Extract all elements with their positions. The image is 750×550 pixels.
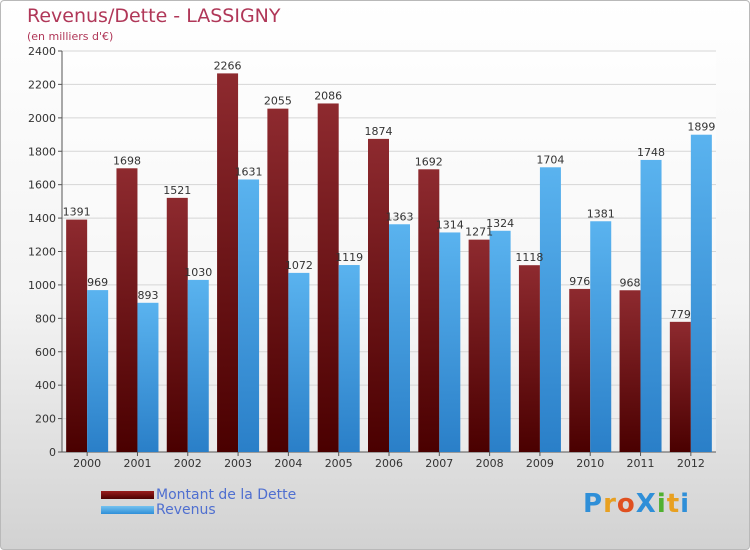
data-label-revenus: 1072 [285, 259, 313, 272]
x-tick-label: 2006 [375, 457, 403, 470]
bar-dette [569, 288, 591, 452]
legend-item-debt: Montant de la Dette [101, 486, 297, 503]
x-tick-label: 2009 [526, 457, 554, 470]
bar-dette [518, 265, 540, 452]
data-label-dette: 1271 [465, 226, 493, 239]
x-tick-label: 2000 [73, 457, 101, 470]
data-label-dette: 1521 [163, 184, 191, 197]
logo-letter: i [680, 489, 691, 519]
y-tick-label: 1000 [28, 279, 56, 292]
legend-swatch-revenus [101, 505, 154, 514]
y-tick-label: 600 [35, 346, 56, 359]
x-tick-label: 2004 [274, 457, 302, 470]
data-label-revenus: 1748 [637, 146, 665, 159]
bar-dette [368, 138, 389, 452]
x-tick-label: 2005 [325, 457, 353, 470]
legend-swatch-debt [101, 490, 154, 499]
data-label-revenus: 1704 [536, 153, 564, 166]
bar-revenus [288, 272, 310, 452]
bar-revenus [187, 279, 209, 452]
data-label-revenus: 1030 [184, 266, 212, 279]
bar-dette [669, 321, 691, 452]
x-tick-label: 2001 [123, 457, 151, 470]
logo-letter: o [616, 489, 636, 519]
data-label-dette: 1692 [415, 155, 443, 168]
bar-dette [166, 197, 188, 452]
data-label-dette: 779 [670, 308, 691, 321]
data-label-revenus: 893 [137, 289, 158, 302]
y-tick-label: 2000 [28, 112, 56, 125]
bar-revenus [439, 232, 461, 452]
bar-revenus [539, 167, 561, 453]
x-tick-label: 2010 [576, 457, 604, 470]
data-label-dette: 968 [620, 276, 641, 289]
data-label-revenus: 1899 [687, 121, 715, 134]
y-tick-label: 200 [35, 413, 56, 426]
bar-dette [66, 219, 88, 452]
x-tick-label: 2008 [476, 457, 504, 470]
logo-letter: r [603, 489, 617, 519]
bar-revenus [640, 159, 662, 452]
chart-title: Revenus/Dette - LASSIGNY [27, 5, 281, 27]
data-label-dette: 1118 [515, 251, 543, 264]
bar-dette [116, 168, 138, 453]
y-tick-label: 1800 [28, 145, 56, 158]
bar-revenus [137, 302, 159, 452]
data-label-revenus: 1631 [235, 165, 263, 178]
data-label-revenus: 1314 [436, 218, 464, 231]
bar-revenus [238, 179, 260, 453]
bar-revenus [690, 134, 712, 453]
bar-dette [217, 73, 239, 453]
data-label-dette: 1874 [365, 125, 393, 138]
bar-dette [267, 108, 289, 453]
bar-revenus [338, 265, 360, 452]
bar-revenus [590, 221, 612, 452]
data-label-revenus: 1324 [486, 217, 514, 230]
data-label-revenus: 969 [87, 276, 108, 289]
x-tick-label: 2003 [224, 457, 252, 470]
x-tick-label: 2012 [677, 457, 705, 470]
chart-legend: Montant de la Dette Revenus [101, 486, 297, 518]
y-tick-label: 800 [35, 312, 56, 325]
legend-item-revenus: Revenus [101, 501, 296, 518]
data-label-dette: 2055 [264, 95, 292, 108]
data-label-dette: 1698 [113, 154, 141, 167]
data-label-dette: 2266 [214, 59, 242, 72]
logo-letter: t [666, 489, 681, 519]
x-tick-label: 2011 [627, 457, 655, 470]
data-label-revenus: 1363 [386, 210, 414, 223]
data-label-revenus: 1381 [587, 207, 615, 220]
bar-dette [317, 103, 339, 452]
logo-letter: i [656, 489, 667, 519]
y-tick-label: 400 [35, 379, 56, 392]
y-tick-label: 0 [49, 446, 56, 459]
bar-dette [468, 239, 490, 452]
data-label-revenus: 1119 [335, 251, 363, 264]
bar-revenus [389, 224, 410, 452]
bar-revenus [87, 290, 109, 452]
logo-letter: P [583, 489, 604, 519]
y-tick-label: 1400 [28, 212, 56, 225]
y-tick-label: 1600 [28, 179, 56, 192]
legend-label-debt: Montant de la Dette [156, 486, 297, 503]
x-tick-label: 2007 [425, 457, 453, 470]
data-label-dette: 976 [569, 275, 590, 288]
bar-dette [418, 169, 440, 453]
data-label-dette: 1391 [63, 206, 91, 219]
bar-revenus [489, 230, 511, 452]
bar-dette [619, 290, 641, 452]
chart-subtitle: (en milliers d'€) [27, 30, 114, 43]
y-tick-label: 2400 [28, 45, 56, 58]
x-tick-label: 2002 [174, 457, 202, 470]
proxiti-logo: ProXiti [583, 489, 690, 519]
y-tick-label: 2200 [28, 78, 56, 91]
data-label-dette: 2086 [314, 89, 342, 102]
y-tick-label: 1200 [28, 246, 56, 259]
legend-label-revenus: Revenus [156, 501, 216, 518]
logo-letter: X [635, 489, 657, 519]
